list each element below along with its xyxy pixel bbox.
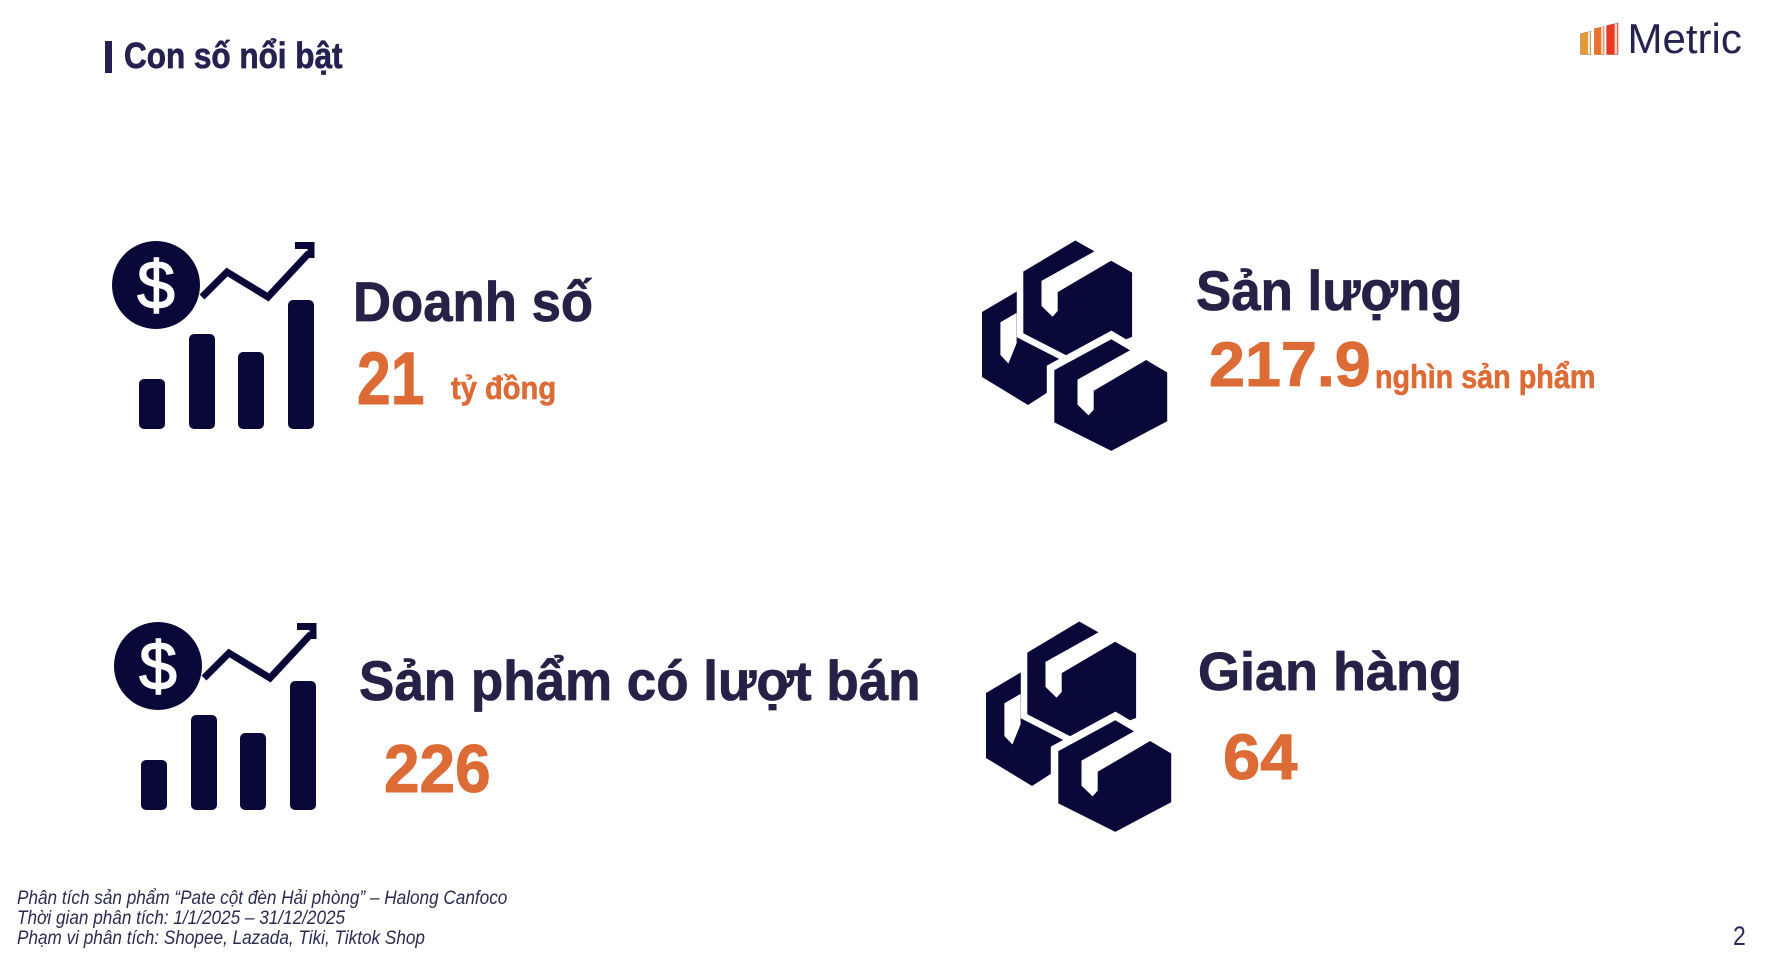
svg-text:$: $ xyxy=(137,247,175,323)
svg-text:$: $ xyxy=(139,628,177,704)
